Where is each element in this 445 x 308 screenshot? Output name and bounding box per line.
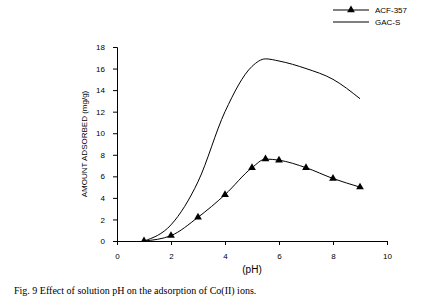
y-tick-label: 18 — [96, 43, 105, 52]
marker — [329, 174, 337, 181]
x-tick-mark — [279, 241, 280, 245]
x-tick-mark — [225, 241, 226, 245]
x-tick: 8 — [331, 241, 336, 261]
x-tick-mark — [333, 241, 334, 245]
chart: 0 2 4 6 8 10 0 2 4 6 8 10 12 14 16 18 (pH) AMOUNT ADSORBE… — [0, 0, 445, 308]
y-tick: 12 — [96, 108, 117, 117]
x-tick: 6 — [277, 241, 282, 261]
marker — [356, 183, 364, 190]
y-tick: 0 — [101, 237, 117, 246]
series-line — [144, 159, 360, 241]
x-axis: 0 2 4 6 8 10 — [115, 241, 392, 261]
x-tick-label: 0 — [115, 252, 120, 261]
x-tick-label: 10 — [383, 252, 392, 261]
x-tick-label: 4 — [223, 252, 228, 261]
legend-label: ACF-357 — [375, 6, 408, 15]
legend-label: GAC-S — [375, 18, 400, 27]
y-tick-label: 10 — [96, 129, 105, 138]
x-tick: 10 — [383, 241, 392, 261]
marker — [194, 213, 202, 220]
y-tick: 6 — [101, 172, 117, 181]
y-tick-mark — [113, 69, 117, 70]
y-tick-mark — [113, 90, 117, 91]
legend: ACF-357 GAC-S — [333, 6, 408, 27]
marker — [262, 155, 270, 162]
x-tick: 2 — [169, 241, 174, 261]
y-tick-label: 12 — [96, 108, 105, 117]
x-tick-mark — [387, 241, 388, 245]
y-tick-label: 16 — [96, 65, 105, 74]
x-axis-line — [118, 242, 388, 246]
x-tick-label: 6 — [277, 252, 282, 261]
marker — [167, 231, 175, 238]
x-tick: 4 — [223, 241, 228, 261]
y-tick: 16 — [96, 65, 117, 74]
y-tick-label: 6 — [101, 172, 106, 181]
y-tick-label: 8 — [101, 151, 106, 160]
y-tick: 18 — [96, 43, 117, 52]
plot-area — [140, 59, 364, 241]
y-tick: 8 — [101, 151, 117, 160]
legend-line — [333, 22, 369, 23]
caption: Fig. 9 Effect of solution pH on the adso… — [14, 285, 256, 297]
y-axis-line — [113, 48, 118, 242]
marker — [275, 156, 283, 163]
y-tick-mark — [113, 112, 117, 113]
y-tick-mark — [113, 198, 117, 199]
marker — [221, 190, 229, 197]
y-tick-mark — [113, 241, 117, 242]
y-tick-mark — [113, 47, 117, 48]
y-tick-mark — [113, 155, 117, 156]
y-tick-label: 0 — [101, 237, 106, 246]
y-tick: 4 — [101, 194, 117, 203]
y-tick: 2 — [101, 216, 117, 225]
y-tick-label: 14 — [96, 86, 105, 95]
y-tick-label: 4 — [101, 194, 106, 203]
y-tick-mark — [113, 219, 117, 220]
legend-marker — [347, 6, 355, 13]
y-axis: 0 2 4 6 8 10 12 14 16 18 — [96, 43, 117, 246]
x-tick-label: 2 — [169, 252, 174, 261]
x-tick: 0 — [115, 241, 120, 261]
x-tick-mark — [171, 241, 172, 245]
y-axis-title: AMOUNT ADSORBED (mg/g) — [80, 90, 89, 197]
y-tick-mark — [113, 133, 117, 134]
y-tick-label: 2 — [101, 216, 106, 225]
series-line — [144, 59, 360, 241]
x-axis-title: (pH) — [242, 264, 261, 275]
y-tick-mark — [113, 176, 117, 177]
y-tick: 10 — [96, 129, 117, 138]
marker — [302, 163, 310, 170]
marker — [248, 163, 256, 170]
y-tick: 14 — [96, 86, 117, 95]
x-tick-label: 8 — [331, 252, 336, 261]
